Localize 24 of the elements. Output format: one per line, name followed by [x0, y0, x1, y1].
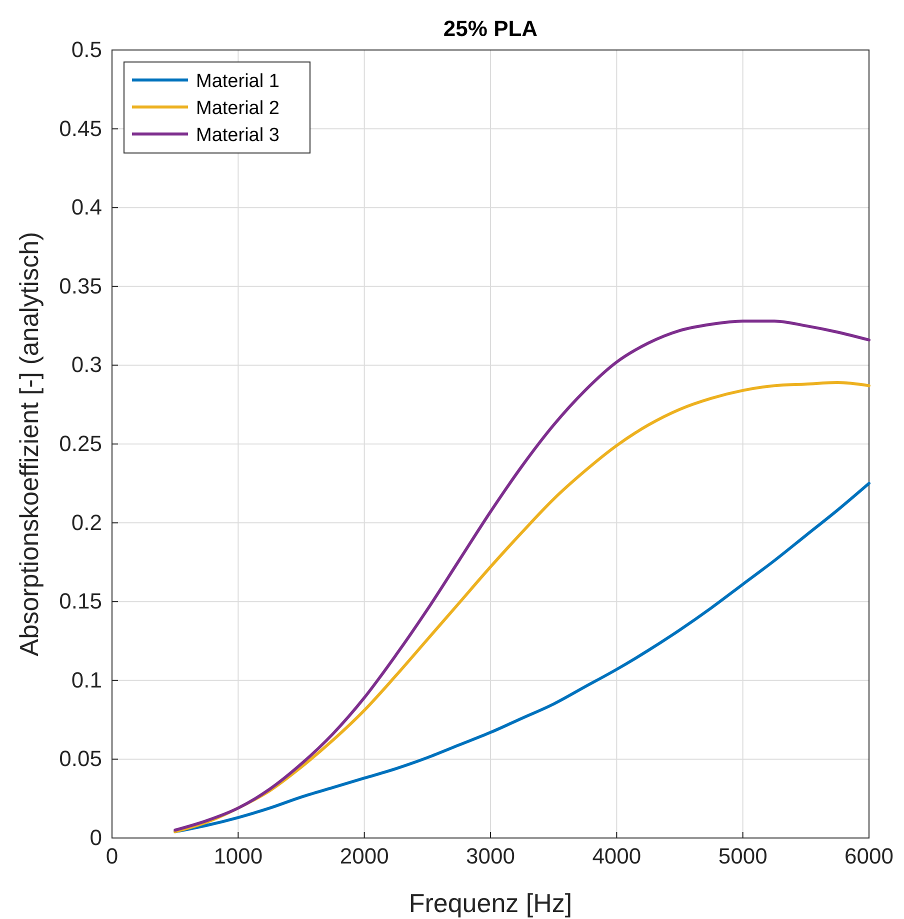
y-tick-label: 0.25 [59, 431, 102, 456]
legend-label: Material 3 [196, 125, 280, 146]
y-tick-label: 0 [90, 825, 102, 850]
y-tick-label: 0.45 [59, 116, 102, 141]
legend-label: Material 2 [196, 98, 280, 119]
x-tick-label: 3000 [466, 844, 515, 869]
x-tick-label: 6000 [844, 844, 894, 869]
y-tick-label: 0.1 [71, 667, 102, 692]
y-tick-label: 0.15 [59, 588, 102, 614]
y-tick-label: 0.3 [71, 352, 102, 378]
y-tick-label: 0.4 [71, 194, 102, 220]
y-tick-label: 0.35 [59, 273, 102, 298]
y-tick-label: 0.05 [59, 746, 102, 772]
y-tick-label: 0.5 [71, 37, 102, 62]
x-tick-label: 2000 [340, 844, 389, 869]
legend-label: Material 1 [196, 71, 280, 92]
y-tick-label: 0.2 [71, 510, 102, 535]
x-tick-label: 1000 [214, 844, 263, 869]
chart-title: 25% PLA [443, 16, 538, 41]
x-tick-label: 0 [106, 844, 118, 869]
x-tick-label: 5000 [718, 844, 768, 869]
x-axis-title: Frequenz [Hz] [408, 888, 572, 918]
x-tick-label: 4000 [592, 844, 642, 869]
y-axis-title: Absorptionskoeffizient [-] (analytisch) [14, 232, 44, 656]
